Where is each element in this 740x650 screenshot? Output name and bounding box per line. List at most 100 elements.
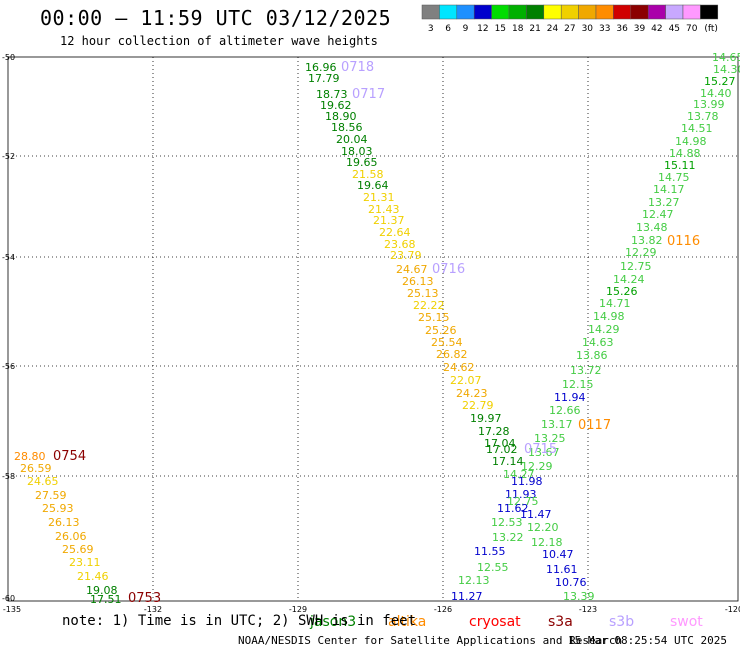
swh-value: 14.51 (681, 122, 713, 135)
swh-value: 14.98 (675, 135, 707, 148)
swh-value: 14.75 (658, 171, 690, 184)
swh-value: 13.72 (570, 364, 602, 377)
swh-value: 14.17 (653, 183, 685, 196)
pass-id: 0753 (128, 591, 161, 606)
satellite-legend-jason3: jason3 (309, 614, 356, 630)
swh-value: 14.88 (669, 147, 701, 160)
legend-label: 36 (616, 24, 628, 34)
swh-value: 19.62 (320, 99, 352, 112)
swh-value: 12.55 (477, 561, 509, 574)
legend-swatch (613, 4, 632, 20)
lat-label: -58 (2, 472, 15, 481)
legend-label: 42 (651, 24, 662, 34)
pass-id: 0715 (524, 442, 557, 457)
swh-value: 14.27 (503, 468, 535, 481)
swh-value: 26.82 (436, 348, 468, 361)
swh-value: 12.15 (562, 378, 594, 391)
swh-value: 28.80 (14, 450, 46, 463)
swh-value: 10.76 (555, 576, 587, 589)
swh-value: 26.13 (402, 275, 434, 288)
swh-value: 12.20 (527, 521, 559, 534)
legend-label: (ft) (704, 24, 718, 34)
swh-value: 11.98 (511, 475, 543, 488)
swh-value: 24.23 (456, 387, 488, 400)
lon-label: -126 (434, 605, 452, 614)
swh-value: 21.37 (373, 214, 405, 227)
swh-value: 12.47 (642, 208, 674, 221)
swh-value: 25.69 (62, 543, 94, 556)
swh-value: 16.96 (305, 61, 337, 74)
legend-label: 39 (634, 24, 646, 34)
legend-label: 24 (547, 24, 559, 34)
lat-label: -54 (2, 253, 15, 262)
swh-value: 26.59 (20, 462, 52, 475)
swh-value: 15.27 (704, 75, 736, 88)
timestamp: 15 Mar 08:25:54 UTC 2025 (568, 634, 727, 647)
swh-value: 23.79 (390, 249, 422, 262)
swh-value: 12.13 (458, 574, 490, 587)
swh-value: 25.54 (431, 336, 463, 349)
swh-value: 21.43 (368, 203, 400, 216)
swh-value: 17.04 (484, 437, 516, 450)
swh-value: 15.11 (664, 159, 696, 172)
swh-value: 15.26 (606, 285, 638, 298)
swh-value: 25.93 (42, 502, 74, 515)
lon-label: -132 (144, 605, 162, 614)
swh-value: 13.27 (648, 196, 680, 209)
page-title: 00:00 – 11:59 UTC 03/12/2025 (40, 6, 392, 30)
satellite-legend-altika: altika (388, 614, 426, 630)
swh-value: 14.30 (713, 63, 740, 76)
swh-value: 20.04 (336, 133, 368, 146)
credit-text: NOAA/NESDIS Center for Satellite Applica… (238, 634, 623, 647)
swh-value: 11.62 (497, 502, 529, 515)
swh-value: 14.65 (712, 51, 740, 64)
legend-label: 45 (669, 24, 680, 34)
legend-swatch (630, 4, 649, 20)
swh-value: 12.29 (625, 246, 657, 259)
legend-label: 15 (495, 24, 506, 34)
legend-label: 70 (686, 24, 698, 34)
swh-value: 22.22 (413, 299, 445, 312)
swh-value: 14.24 (613, 273, 645, 286)
lat-label: -50 (2, 53, 15, 62)
lon-label: -129 (289, 605, 307, 614)
legend-swatch (456, 4, 475, 20)
legend-label: 33 (599, 24, 610, 34)
swh-value: 14.63 (582, 336, 614, 349)
lon-label: -120 (725, 605, 740, 614)
swh-value: 24.67 (396, 263, 428, 276)
swh-value: 19.65 (346, 156, 378, 169)
swh-value: 17.28 (478, 425, 510, 438)
legend-swatch (682, 4, 701, 20)
swh-value: 11.47 (520, 508, 552, 521)
swh-value: 19.64 (357, 179, 389, 192)
swh-value: 13.17 (541, 418, 573, 431)
lat-label: -52 (2, 152, 15, 161)
swh-value: 18.03 (341, 145, 373, 158)
swh-value: 14.98 (593, 310, 625, 323)
swh-value: 25.13 (407, 287, 439, 300)
swh-value: 12.75 (507, 495, 539, 508)
pass-id: 0116 (667, 234, 700, 249)
swh-value: 13.67 (528, 446, 560, 459)
swh-value: 12.18 (531, 536, 563, 549)
legend-swatch (595, 4, 614, 20)
legend-swatch (578, 4, 597, 20)
swh-value: 17.02 (486, 443, 518, 456)
swh-value: 17.51 (90, 593, 122, 606)
swh-value: 19.08 (86, 584, 118, 597)
swh-value: 19.97 (470, 412, 502, 425)
legend-swatch (543, 4, 562, 20)
lat-label: -56 (2, 362, 15, 371)
legend-swatch (473, 4, 492, 20)
page-subtitle: 12 hour collection of altimeter wave hei… (60, 34, 378, 48)
swh-value: 23.11 (69, 556, 101, 569)
satellite-legend-cryosat: cryosat (469, 614, 521, 630)
legend-swatch (421, 4, 440, 20)
swh-value: 18.90 (325, 110, 357, 123)
legend-swatch (491, 4, 510, 20)
lon-label: -135 (3, 605, 21, 614)
swh-value: 12.29 (521, 460, 553, 473)
legend-swatch (560, 4, 579, 20)
